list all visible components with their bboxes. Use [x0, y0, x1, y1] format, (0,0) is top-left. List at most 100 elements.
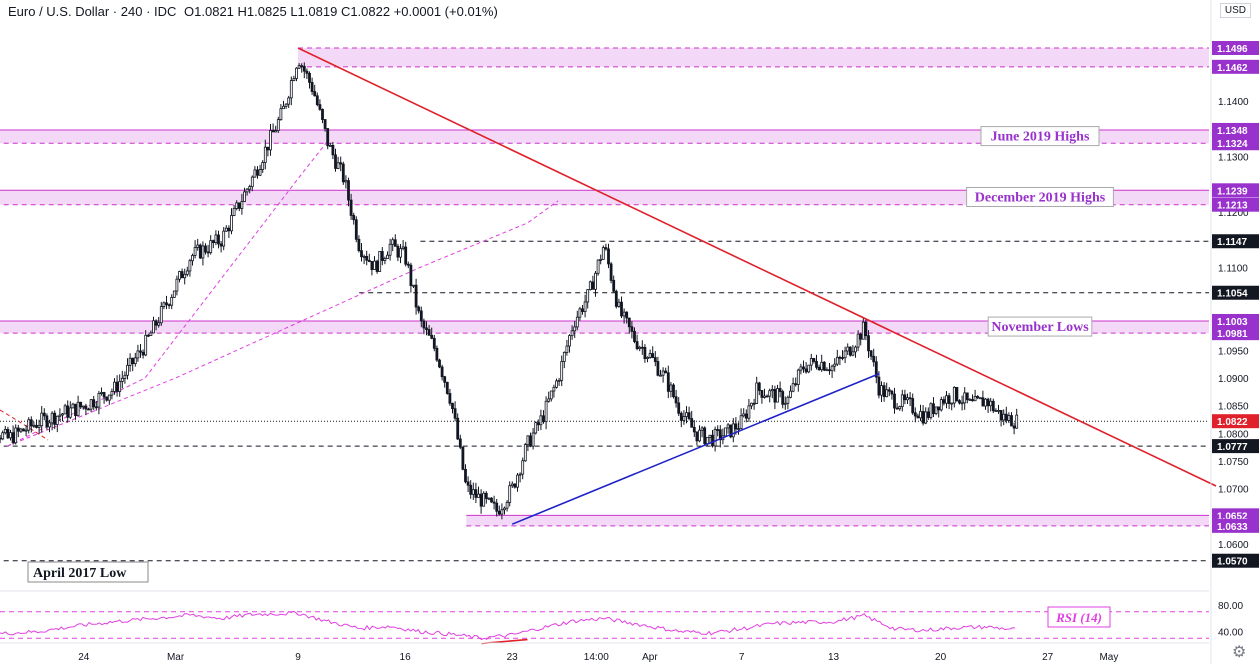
- candle-body: [672, 384, 675, 398]
- candle-body: [81, 405, 85, 408]
- candle-body: [289, 80, 293, 99]
- candle-body: [284, 103, 288, 107]
- currency-badge[interactable]: USD: [1219, 3, 1251, 18]
- candle-body: [388, 243, 392, 256]
- candle-body: [269, 130, 272, 151]
- price-label-text: 1.1462: [1217, 63, 1248, 74]
- candle-body: [622, 311, 626, 317]
- candle-body: [950, 402, 954, 405]
- candle-body: [250, 176, 254, 188]
- level-label-box: [27, 561, 149, 583]
- candle-body: [523, 444, 527, 462]
- candle-body: [539, 415, 543, 426]
- candle-body: [604, 247, 608, 250]
- price-label-tag: [1212, 59, 1259, 74]
- candle-body: [690, 418, 694, 428]
- candle-body: [531, 432, 535, 447]
- candle-body: [276, 119, 280, 131]
- candle-body: [230, 215, 233, 232]
- candle-body: [154, 320, 158, 326]
- price-tick-label: 1.0800: [1218, 429, 1249, 440]
- candle-body: [206, 251, 210, 254]
- candle-body: [188, 260, 192, 272]
- price-label-text: 1.1348: [1217, 126, 1248, 137]
- ohlc-low: L1.0819: [290, 4, 338, 19]
- candle-body: [765, 395, 769, 398]
- candle-body: [451, 402, 454, 410]
- candle-body: [885, 389, 889, 398]
- candle-body: [830, 365, 834, 372]
- candle-body: [6, 428, 10, 439]
- candle-body: [139, 350, 142, 353]
- candle-body: [750, 402, 753, 407]
- candle-body: [666, 372, 670, 392]
- candle-body: [126, 364, 129, 376]
- time-tick-label: 14:00: [584, 652, 609, 663]
- candle-body: [110, 391, 114, 396]
- candle-body: [763, 395, 766, 398]
- candle-body: [393, 239, 397, 247]
- price-tick-label: 1.1100: [1218, 263, 1248, 274]
- price-label-tag: [1212, 326, 1259, 341]
- candle-body: [529, 435, 532, 447]
- interval[interactable]: 240: [120, 4, 143, 19]
- price-tick-label: 1.0950: [1218, 346, 1249, 357]
- candle-body: [591, 281, 595, 290]
- candle-body: [383, 258, 387, 261]
- candle-body: [945, 395, 948, 404]
- candle-body: [310, 82, 314, 92]
- candle-body: [893, 393, 896, 409]
- candle-body: [445, 381, 449, 394]
- candle-body: [198, 244, 202, 259]
- candle-body: [1004, 413, 1008, 421]
- candle-body: [479, 493, 483, 507]
- candle-body: [365, 255, 369, 261]
- time-tick-label: 16: [400, 652, 412, 663]
- candle-body: [711, 434, 714, 447]
- candle-body: [768, 390, 772, 397]
- candle-body: [227, 227, 231, 232]
- candle-body: [518, 473, 522, 476]
- candle-body: [869, 350, 873, 357]
- candle-body: [508, 485, 512, 503]
- settings-icon[interactable]: ⚙: [1232, 644, 1247, 661]
- price-label-tag: [1212, 197, 1259, 212]
- candle-body: [659, 374, 662, 377]
- candle-body: [430, 334, 434, 339]
- price-label-text: 1.1324: [1217, 139, 1248, 150]
- candle-body: [118, 381, 122, 392]
- candle-body: [232, 208, 236, 216]
- candle-body: [906, 397, 909, 401]
- candle-body: [279, 108, 283, 121]
- rsi-line: [0, 610, 1016, 640]
- candle-body: [583, 301, 587, 313]
- candle-body: [555, 380, 558, 388]
- zone-label: June 2019 Highs: [991, 130, 1090, 145]
- candle-body: [458, 438, 462, 448]
- candle-body: [162, 302, 166, 307]
- candle-body: [339, 162, 343, 165]
- candle-body: [367, 259, 371, 262]
- candle-body: [22, 428, 25, 432]
- candle-body: [492, 501, 496, 504]
- price-tick-label: 1.0700: [1218, 485, 1249, 496]
- candle-body: [92, 399, 96, 408]
- candle-body: [256, 169, 259, 176]
- candle-body: [908, 397, 912, 400]
- candle-body: [97, 393, 101, 408]
- candle-body: [185, 270, 189, 275]
- candle-body: [575, 316, 579, 328]
- candle-body: [357, 238, 361, 252]
- candle-body: [50, 412, 54, 424]
- candle-body: [934, 406, 938, 415]
- candle-body: [976, 396, 980, 399]
- candle-body: [14, 427, 18, 444]
- candle-body: [781, 391, 785, 405]
- candle-body: [867, 335, 870, 352]
- candle-body: [409, 264, 413, 286]
- candle-body: [292, 78, 296, 81]
- candle-body: [123, 374, 127, 379]
- symbol-name[interactable]: Euro / U.S. Dollar: [8, 4, 110, 19]
- candle-body: [175, 278, 179, 292]
